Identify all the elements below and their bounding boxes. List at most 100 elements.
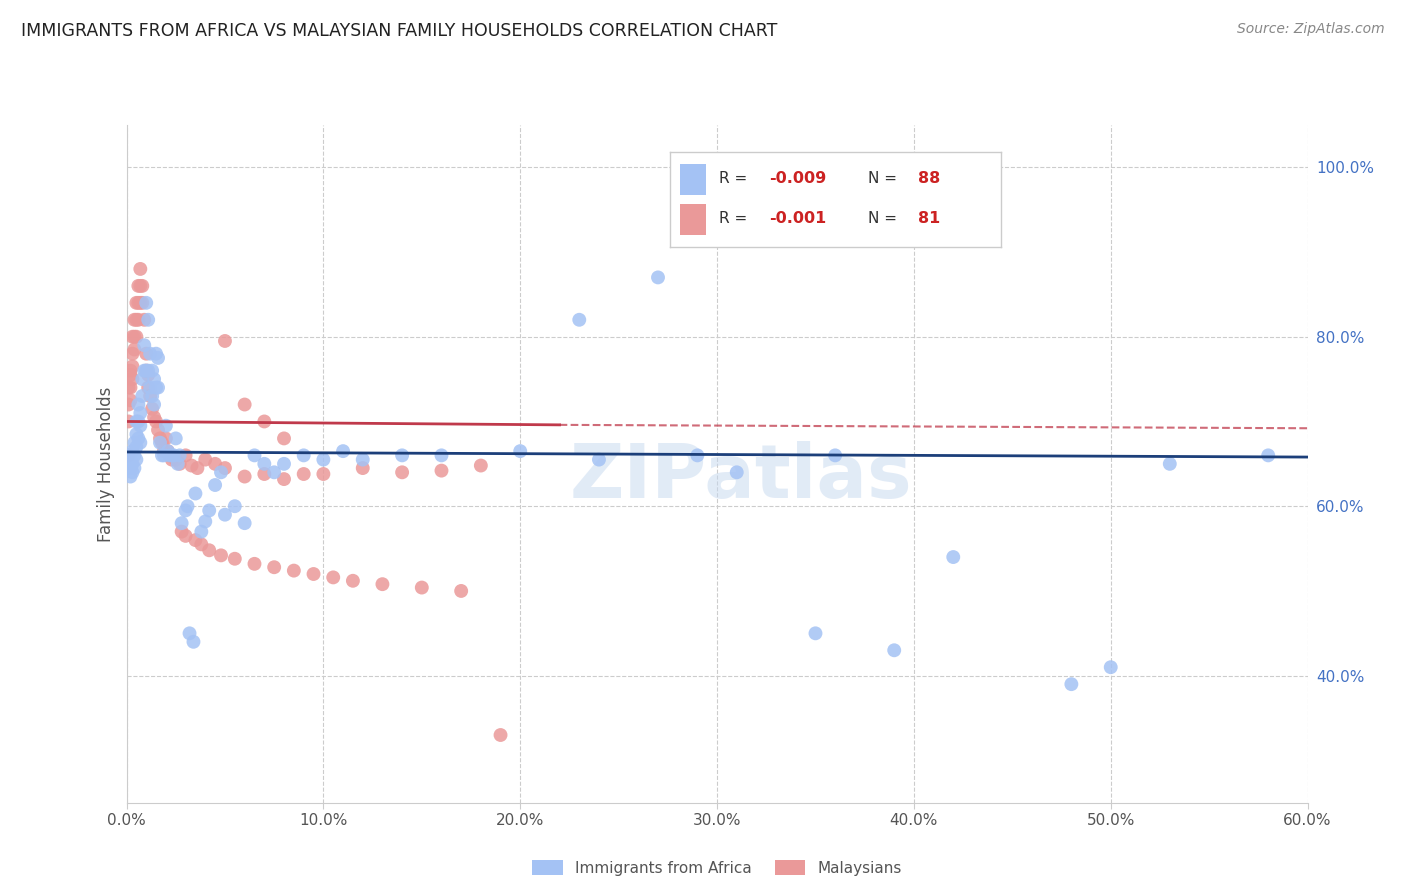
Point [120,393,142,408]
Point [143,410,166,425]
Point [155,432,177,446]
Point [117,448,139,462]
Point [146,381,169,395]
Point [170,524,193,539]
Point [391,448,413,462]
Point [156,444,179,458]
Point [302,567,325,582]
Point [263,466,285,480]
Point [117,448,139,462]
Point [190,524,212,539]
Point [179,626,201,640]
Point [135,364,157,378]
Point [159,448,181,462]
Point [176,500,198,514]
Point [145,381,167,395]
Point [141,401,163,416]
Text: IMMIGRANTS FROM AFRICA VS MALAYSIAN FAMILY HOUSEHOLDS CORRELATION CHART: IMMIGRANTS FROM AFRICA VS MALAYSIAN FAMI… [21,22,778,40]
Point [725,466,748,480]
Point [117,461,139,475]
Point [170,516,193,530]
Point [253,457,276,471]
Text: ZIPatlas: ZIPatlas [569,441,912,514]
Point [194,515,217,529]
Point [568,313,591,327]
Point [160,452,183,467]
Point [125,296,148,310]
Point [139,389,162,403]
Text: -0.009: -0.009 [769,171,827,186]
Point [131,296,153,310]
Point [159,448,181,462]
Point [1099,660,1122,674]
Point [150,435,173,450]
Point [124,461,146,475]
Point [342,574,364,588]
Point [121,330,143,344]
Point [117,415,139,429]
Point [209,466,232,480]
Point [141,364,163,378]
Point [174,448,197,462]
Point [391,466,413,480]
Point [127,296,149,310]
Point [184,486,207,500]
Point [804,626,827,640]
Point [125,330,148,344]
Text: 88: 88 [918,171,941,186]
Point [124,330,146,344]
Point [186,461,208,475]
Point [149,432,172,446]
Point [184,533,207,547]
Point [470,458,492,473]
Point [352,452,374,467]
Point [180,458,202,473]
Point [153,448,176,462]
Point [292,467,315,481]
Point [134,313,156,327]
Point [942,549,965,565]
Point [489,728,512,742]
Point [233,398,256,412]
Point [165,452,187,467]
Point [169,457,191,471]
Point [686,448,709,462]
Point [121,359,143,374]
Point [124,343,146,357]
Point [127,398,149,412]
Point [198,503,221,517]
Point [129,296,152,310]
Point [125,440,148,454]
Point [135,364,157,378]
Point [292,448,315,462]
Point [136,368,159,382]
Point [174,529,197,543]
Point [127,432,149,446]
Point [129,418,152,433]
Point [332,444,354,458]
Point [352,461,374,475]
Text: N =: N = [869,211,903,226]
Point [125,452,148,467]
Text: N =: N = [869,171,903,186]
Point [131,389,153,403]
Point [120,452,142,467]
Point [129,435,152,450]
Point [163,448,186,462]
Point [588,452,610,467]
Point [153,444,176,458]
Text: 81: 81 [918,211,941,226]
Point [174,503,197,517]
Point [129,279,152,293]
Point [124,313,146,327]
Point [273,472,295,486]
Point [127,279,149,293]
Point [125,415,148,429]
Point [283,564,305,578]
Point [125,427,148,442]
Point [150,448,173,462]
Point [120,368,142,382]
Point [139,381,162,395]
Point [233,469,256,483]
Point [129,262,152,277]
